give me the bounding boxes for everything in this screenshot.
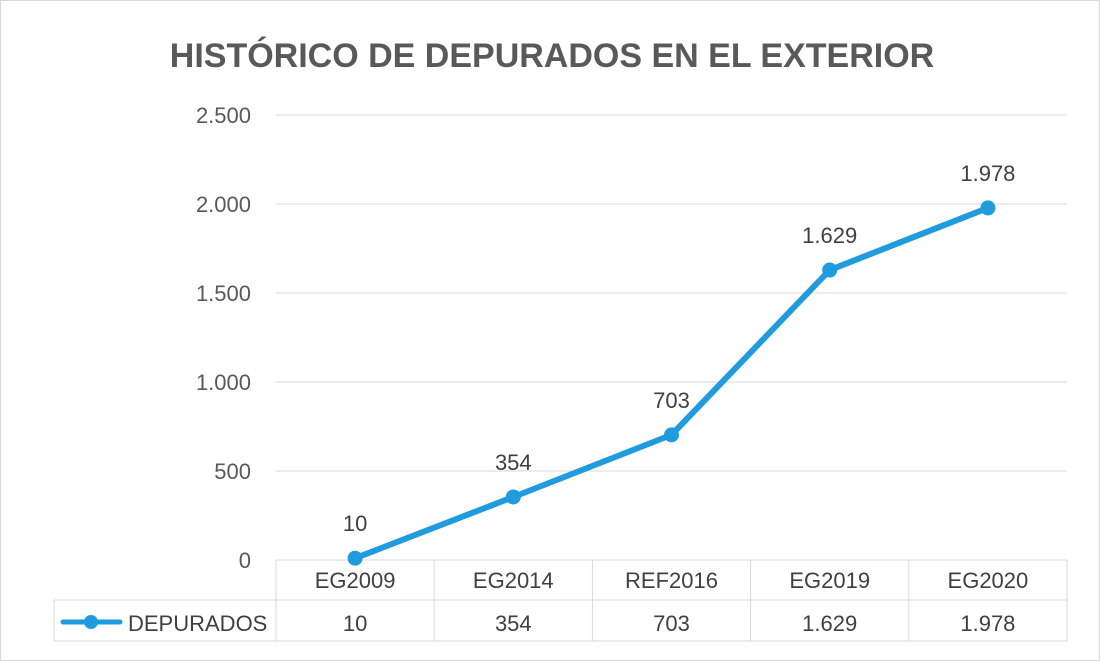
y-tick-label: 0	[239, 548, 251, 573]
table-value-cell: 10	[343, 611, 367, 636]
x-category-label: EG2014	[473, 568, 554, 593]
y-axis: 0 500 1.000 1.500 2.000 2.500	[196, 103, 251, 573]
x-category-label: REF2016	[625, 568, 718, 593]
y-tick-label: 1.500	[196, 281, 251, 306]
y-tick-label: 2.000	[196, 192, 251, 217]
y-tick-label: 500	[214, 459, 251, 484]
table-value-cell: 1.978	[960, 611, 1015, 636]
data-label: 354	[495, 450, 532, 475]
data-point	[664, 427, 679, 443]
series-line	[352, 204, 991, 562]
data-point	[347, 550, 363, 566]
x-category-label: EG2020	[948, 568, 1029, 593]
x-category-label: EG2019	[789, 568, 870, 593]
data-point	[822, 262, 838, 278]
data-label: 1.978	[960, 161, 1015, 186]
legend-label: DEPURADOS	[128, 611, 267, 636]
series-depurados	[347, 200, 996, 566]
chart-title: HISTÓRICO DE DEPURADOS EN EL EXTERIOR	[170, 37, 934, 75]
x-category-label: EG2009	[315, 568, 396, 593]
data-label: 10	[343, 511, 367, 536]
data-point	[505, 489, 521, 505]
data-label: 703	[653, 388, 690, 413]
data-label: 1.629	[802, 223, 857, 248]
table-value-cell: 703	[653, 611, 690, 636]
table-value-cell: 354	[495, 611, 532, 636]
legend-marker	[84, 615, 98, 629]
data-table: EG2009 10 EG2014 354 REF2016 703 EG2019 1.629 EG…	[53, 559, 1068, 642]
y-tick-label: 2.500	[196, 103, 251, 128]
data-point	[980, 200, 996, 216]
y-tick-label: 1.000	[196, 370, 251, 395]
table-value-cell: 1.629	[802, 611, 857, 636]
gridlines	[276, 114, 1067, 472]
data-labels: 10 354 703 1.629 1.978	[343, 161, 1016, 536]
